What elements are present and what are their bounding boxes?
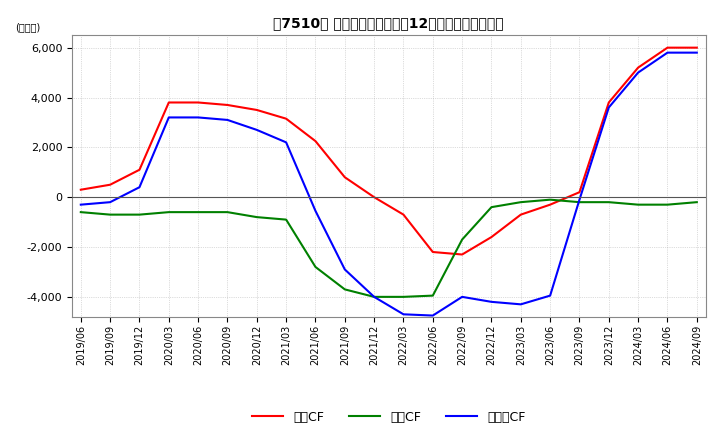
- Title: 【7510】 キャッシュフローの12か月移動合計の推移: 【7510】 キャッシュフローの12か月移動合計の推移: [274, 16, 504, 30]
- 投資CF: [605, 199, 613, 205]
- フリーCF: [663, 50, 672, 55]
- フリーCF: [164, 115, 173, 120]
- 投資CF: [311, 264, 320, 270]
- 営業CF: [458, 252, 467, 257]
- 営業CF: [399, 212, 408, 217]
- フリーCF: [253, 127, 261, 132]
- Text: (百万円): (百万円): [15, 22, 40, 33]
- Line: フリーCF: フリーCF: [81, 53, 697, 315]
- 投資CF: [282, 217, 290, 222]
- 営業CF: [487, 235, 496, 240]
- 投資CF: [693, 199, 701, 205]
- 営業CF: [106, 182, 114, 187]
- 営業CF: [223, 103, 232, 108]
- フリーCF: [223, 117, 232, 123]
- Line: 投資CF: 投資CF: [81, 200, 697, 297]
- フリーCF: [546, 293, 554, 298]
- フリーCF: [341, 267, 349, 272]
- 営業CF: [282, 116, 290, 121]
- 営業CF: [341, 175, 349, 180]
- フリーCF: [135, 184, 144, 190]
- 営業CF: [546, 202, 554, 207]
- 投資CF: [76, 209, 85, 215]
- 営業CF: [516, 212, 525, 217]
- 営業CF: [253, 107, 261, 113]
- フリーCF: [370, 294, 379, 300]
- 投資CF: [516, 199, 525, 205]
- 投資CF: [341, 287, 349, 292]
- 投資CF: [253, 214, 261, 220]
- 営業CF: [194, 100, 202, 105]
- フリーCF: [399, 312, 408, 317]
- 投資CF: [106, 212, 114, 217]
- 営業CF: [135, 167, 144, 172]
- 投資CF: [135, 212, 144, 217]
- フリーCF: [458, 294, 467, 300]
- 投資CF: [546, 197, 554, 202]
- Legend: 営業CF, 投資CF, フリーCF: 営業CF, 投資CF, フリーCF: [247, 406, 531, 429]
- フリーCF: [311, 208, 320, 213]
- フリーCF: [634, 70, 642, 75]
- 営業CF: [575, 190, 584, 195]
- 営業CF: [428, 249, 437, 255]
- 営業CF: [76, 187, 85, 192]
- 投資CF: [370, 294, 379, 300]
- フリーCF: [693, 50, 701, 55]
- 営業CF: [370, 194, 379, 200]
- 営業CF: [634, 65, 642, 70]
- フリーCF: [487, 299, 496, 304]
- 営業CF: [605, 100, 613, 105]
- Line: 営業CF: 営業CF: [81, 48, 697, 254]
- 投資CF: [428, 293, 437, 298]
- 営業CF: [663, 45, 672, 50]
- フリーCF: [605, 105, 613, 110]
- 営業CF: [311, 139, 320, 144]
- フリーCF: [194, 115, 202, 120]
- 投資CF: [634, 202, 642, 207]
- 投資CF: [663, 202, 672, 207]
- フリーCF: [106, 199, 114, 205]
- フリーCF: [76, 202, 85, 207]
- フリーCF: [575, 197, 584, 202]
- フリーCF: [516, 302, 525, 307]
- 投資CF: [487, 205, 496, 210]
- フリーCF: [428, 313, 437, 318]
- 投資CF: [399, 294, 408, 300]
- フリーCF: [282, 140, 290, 145]
- 投資CF: [223, 209, 232, 215]
- 営業CF: [164, 100, 173, 105]
- 営業CF: [693, 45, 701, 50]
- 投資CF: [194, 209, 202, 215]
- 投資CF: [575, 199, 584, 205]
- 投資CF: [164, 209, 173, 215]
- 投資CF: [458, 237, 467, 242]
